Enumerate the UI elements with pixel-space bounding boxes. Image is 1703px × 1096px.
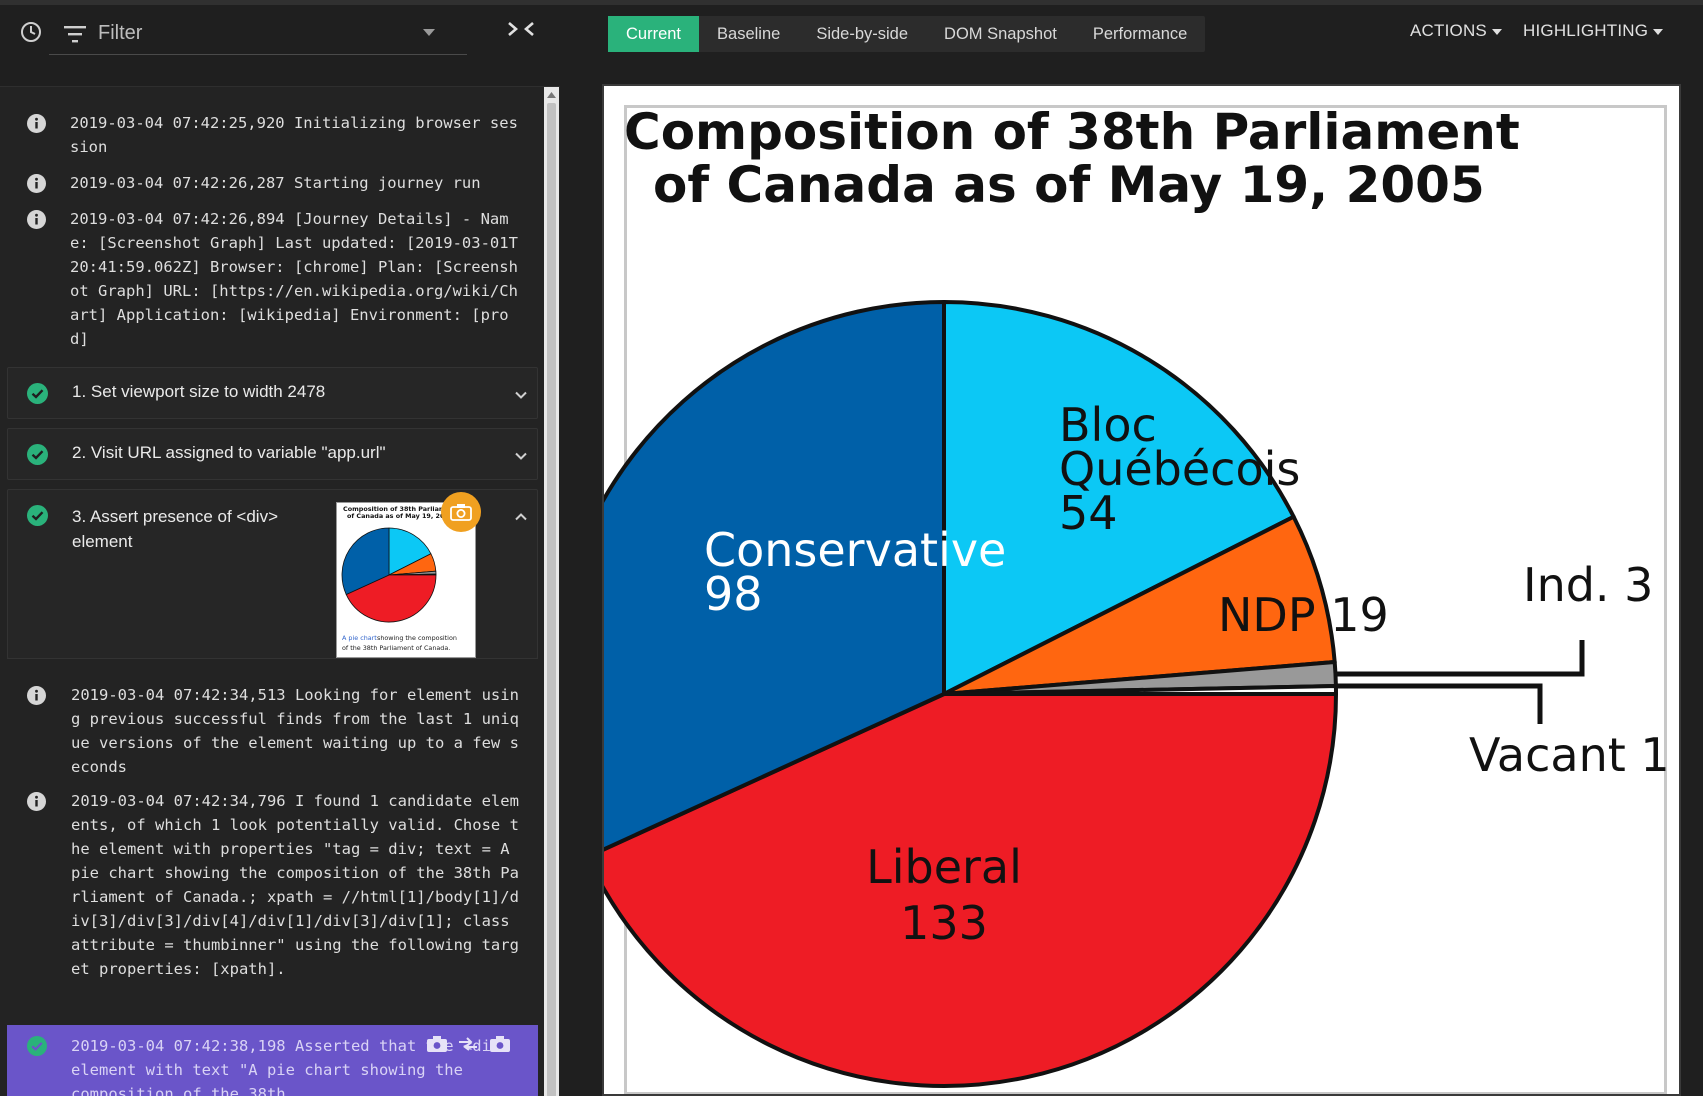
log-text: 2019-03-04 07:42:34,513 Looking for elem… xyxy=(71,686,519,776)
slice-label-bloc-qu-b-cois: Québécois xyxy=(1059,442,1300,496)
check-circle-icon xyxy=(27,444,48,465)
slice-label-liberal: Liberal xyxy=(866,840,1022,894)
top-toolbar: Current Baseline Side-by-side DOM Snapsh… xyxy=(0,0,1703,60)
log-text: 2019-03-04 07:42:26,287 Starting journey… xyxy=(70,174,481,192)
screenshot-preview: Composition of 38th Parliament of Canada… xyxy=(602,84,1681,1096)
pie-chart: Composition of 38th Parliament of Canada… xyxy=(604,103,1670,1088)
chart-title: Composition of 38th Parliament xyxy=(624,103,1520,161)
step-label: 2. Visit URL assigned to variable "app.u… xyxy=(72,443,386,462)
thumbnail-caption: showing the composition xyxy=(377,634,457,642)
camera-icon[interactable] xyxy=(489,1035,513,1057)
tab-current[interactable]: Current xyxy=(608,16,700,52)
tab-performance[interactable]: Performance xyxy=(1092,25,1188,43)
chevron-down-icon xyxy=(1491,28,1502,35)
step-label: 1. Set viewport size to width 2478 xyxy=(72,382,326,401)
slice-label-conservative: 98 xyxy=(704,567,763,621)
log-text: 2019-03-04 07:42:26,894 [Journey Details… xyxy=(70,210,518,348)
log-scrollbar[interactable] xyxy=(544,87,559,1096)
thumbnail-title: Composition of 38th Parliament xyxy=(343,505,458,513)
journey-log-panel: 2019-03-04 07:42:25,920 Initializing bro… xyxy=(0,86,560,1096)
actions-menu[interactable]: ACTIONS xyxy=(1410,21,1502,41)
slice-label-vacant: Vacant 1 xyxy=(1469,728,1670,782)
slice-label-ndp: NDP 19 xyxy=(1218,588,1389,642)
tab-baseline[interactable]: Baseline xyxy=(717,25,781,43)
log-text: 2019-03-04 07:42:34,796 I found 1 candid… xyxy=(71,792,519,978)
camera-icon[interactable] xyxy=(441,492,481,532)
check-circle-icon xyxy=(27,1036,47,1056)
pie-slice-ndp xyxy=(942,514,1337,696)
filter-dropdown-icon[interactable] xyxy=(423,29,435,36)
thumb-slice-conservative xyxy=(341,527,390,595)
collapse-panel-icon[interactable] xyxy=(505,19,539,43)
leader-line-ind xyxy=(1334,640,1585,677)
filter-input[interactable] xyxy=(98,22,418,45)
thumbnail-subtitle: of Canada as of May 19, 2005 xyxy=(347,512,453,520)
info-icon xyxy=(27,174,46,193)
tab-dom-snapshot[interactable]: DOM Snapshot xyxy=(944,25,1057,43)
camera-icon[interactable] xyxy=(426,1035,450,1057)
slice-label-conservative: Conservative xyxy=(704,523,1006,577)
thumbnail-caption-line2: of the 38th Parliament of Canada. xyxy=(342,644,450,652)
chevron-down-icon[interactable] xyxy=(515,447,527,460)
log-entry: 2019-03-04 07:42:25,920 Initializing bro… xyxy=(0,111,540,159)
tab-side-by-side[interactable]: Side-by-side xyxy=(816,25,909,43)
view-tabs: Current Baseline Side-by-side DOM Snapsh… xyxy=(608,16,1206,52)
log-text: 2019-03-04 07:42:25,920 Initializing bro… xyxy=(70,114,518,156)
log-list: 2019-03-04 07:42:25,920 Initializing bro… xyxy=(0,87,542,1096)
step-1[interactable]: 1. Set viewport size to width 2478 xyxy=(7,367,538,419)
info-icon xyxy=(27,686,46,705)
divider xyxy=(7,658,538,659)
selected-log-entry[interactable]: 2019-03-04 07:42:38,198 Asserted that th… xyxy=(7,1025,538,1096)
chevron-down-icon[interactable] xyxy=(515,386,527,399)
check-circle-icon xyxy=(27,383,48,404)
pie-slice-liberal xyxy=(604,692,1338,1088)
highlighting-menu[interactable]: HIGHLIGHTING xyxy=(1523,21,1664,41)
log-entry: 2019-03-04 07:42:26,287 Starting journey… xyxy=(0,171,540,195)
scrollbar-thumb[interactable] xyxy=(547,103,556,1096)
info-icon xyxy=(27,792,46,811)
log-entry: 2019-03-04 07:42:34,513 Looking for elem… xyxy=(0,683,540,779)
check-circle-icon xyxy=(27,505,48,526)
slice-label-liberal: 133 xyxy=(900,896,988,950)
slice-label-ind: Ind. 3 xyxy=(1523,558,1653,612)
chevron-down-icon xyxy=(1653,28,1664,35)
step-label: 3. Assert presence of <div> element xyxy=(72,507,279,551)
pie-slices xyxy=(604,300,1338,1088)
step-2[interactable]: 2. Visit URL assigned to variable "app.u… xyxy=(7,428,538,480)
leader-line-vacant xyxy=(1334,683,1543,724)
chevron-up-icon[interactable] xyxy=(515,508,527,521)
filter-field[interactable] xyxy=(49,13,467,55)
thumbnail-pie xyxy=(341,527,437,623)
thumb-slice-bloc-qu-b-cois xyxy=(388,527,432,576)
log-entry: 2019-03-04 07:42:34,796 I found 1 candid… xyxy=(0,789,540,1005)
chart-subtitle: of Canada as of May 19, 2005 xyxy=(653,156,1485,214)
actions-label: ACTIONS xyxy=(1410,21,1487,40)
slice-label-bloc-qu-b-cois: Bloc xyxy=(1059,398,1157,452)
info-icon xyxy=(27,114,46,133)
thumb-slice-liberal xyxy=(345,574,437,623)
highlighting-label: HIGHLIGHTING xyxy=(1523,21,1649,40)
log-entry: 2019-03-04 07:42:26,894 [Journey Details… xyxy=(0,207,540,351)
pie-slice-conservative xyxy=(604,300,946,852)
element-thumbnail[interactable]: Composition of 38th Parliament of Canada… xyxy=(336,502,476,658)
filter-icon xyxy=(64,21,90,47)
compare-arrows-icon[interactable] xyxy=(457,1035,481,1057)
scroll-up-icon[interactable] xyxy=(544,87,559,103)
info-icon xyxy=(27,210,46,229)
pie-slice-bloc-qu-b-cois xyxy=(942,300,1296,696)
slice-label-bloc-qu-b-cois: 54 xyxy=(1059,486,1118,540)
history-icon[interactable] xyxy=(18,19,44,45)
thumbnail-caption-link[interactable]: A pie chart xyxy=(342,634,377,642)
